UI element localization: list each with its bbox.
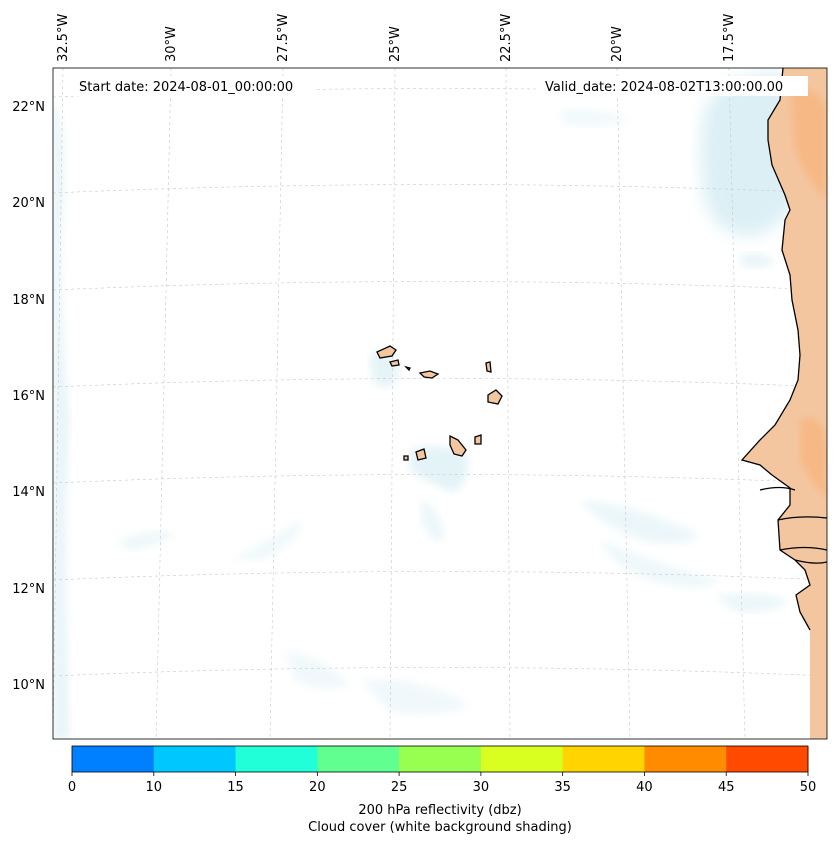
island-sao-nicolau	[418, 370, 440, 379]
colorbar-swatch	[235, 746, 318, 772]
colorbar-swatch	[644, 746, 727, 772]
colorbar-tick-label: 35	[554, 780, 571, 795]
colorbar-tick-label: 30	[473, 780, 490, 795]
longitude-labels: 32.5°W 30°W 27.5°W 25°W 22.5°W 20°W 17.5…	[56, 14, 737, 62]
island-santa-luzia	[403, 365, 411, 372]
colorbar-swatch	[153, 746, 237, 772]
lon-label: 22.5°W	[499, 14, 514, 62]
latitude-labels: 22°N 20°N 18°N 16°N 14°N 12°N 10°N	[12, 100, 45, 693]
start-date-label: Start date: 2024-08-01_00:00:00	[79, 80, 293, 95]
lon-label: 30°W	[164, 26, 179, 62]
colorbar-tick-label: 15	[227, 780, 244, 795]
colorbar-tick-label: 20	[309, 780, 326, 795]
lat-label: 18°N	[12, 293, 45, 308]
colorbar: 0 10 15 20 25 30 35 40 45 50	[68, 745, 817, 795]
map-frame	[53, 68, 827, 739]
island-brava	[403, 455, 409, 461]
lat-label: 20°N	[12, 196, 45, 211]
lon-label: 27.5°W	[276, 14, 291, 62]
colorbar-swatch	[72, 746, 155, 772]
lon-label: 17.5°W	[722, 14, 737, 62]
colorbar-label: 200 hPa reflectivity (dbz)	[358, 803, 521, 818]
island-sal	[485, 361, 492, 373]
colorbar-swatch	[317, 746, 400, 772]
island-fogo	[415, 448, 427, 461]
lat-label: 12°N	[12, 582, 45, 597]
colorbar-sublabel: Cloud cover (white background shading)	[308, 820, 572, 835]
colorbar-border	[71, 745, 809, 773]
cabo-verde-islands	[376, 345, 503, 461]
colorbar-swatch	[562, 746, 645, 772]
colorbar-tick-label: 40	[636, 780, 653, 795]
lat-label: 14°N	[12, 485, 45, 500]
colorbar-swatch	[480, 746, 564, 772]
gambia-river-border	[759, 486, 827, 521]
colorbar-tick-label: 10	[146, 780, 163, 795]
lat-label: 22°N	[12, 100, 45, 115]
valid-date-label: Valid_date: 2024-08-02T13:00:00.00	[545, 80, 783, 95]
colorbar-swatch	[399, 746, 482, 772]
colorbar-tick-label: 0	[68, 780, 76, 795]
africa-coastline	[740, 68, 811, 631]
island-maio	[474, 434, 482, 445]
map-border	[52, 67, 828, 740]
lon-label: 32.5°W	[56, 14, 71, 62]
lat-label: 16°N	[12, 389, 45, 404]
lon-label: 20°W	[610, 26, 625, 62]
guinea-border	[779, 546, 827, 564]
colorbar-tick-label: 50	[800, 780, 817, 795]
colorbar-swatch	[726, 746, 809, 772]
lat-label: 10°N	[12, 678, 45, 693]
start-date-box	[72, 76, 316, 96]
island-santiago	[449, 434, 467, 457]
colorbar-tick-label: 25	[391, 780, 408, 795]
cloud-cover-shading	[53, 72, 800, 739]
land-orange-patches	[790, 87, 827, 500]
lon-label: 25°W	[388, 26, 403, 62]
colorbar-tick-label: 45	[718, 780, 735, 795]
island-santo-antao	[376, 345, 397, 359]
island-sao-vicente	[389, 359, 400, 367]
valid-date-box	[538, 76, 808, 96]
map-content	[53, 68, 827, 739]
island-boa-vista	[487, 389, 503, 405]
